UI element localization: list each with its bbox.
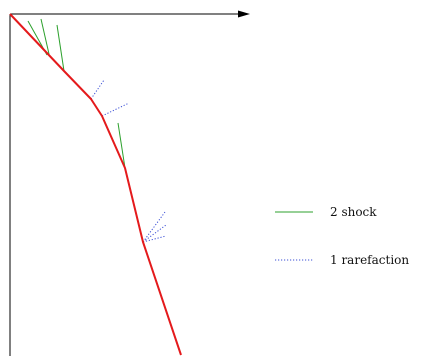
legend-shock-label: 2 shock bbox=[330, 205, 377, 219]
shock-line bbox=[40, 18, 50, 55]
legend-rarefaction-label: 1 rarefaction bbox=[330, 253, 409, 267]
rarefaction-line bbox=[90, 79, 105, 100]
rarefaction-lines bbox=[90, 79, 167, 243]
shock-line bbox=[117, 122, 126, 169]
legend: 2 shock 1 rarefaction bbox=[275, 205, 409, 267]
rarefaction-line bbox=[142, 211, 166, 243]
horizontal-axis-arrowhead bbox=[238, 10, 250, 18]
shock-lines bbox=[27, 18, 126, 169]
shock-line bbox=[56, 24, 65, 72]
wave-path bbox=[9, 13, 182, 356]
rarefaction-line bbox=[142, 235, 167, 243]
rarefaction-line bbox=[101, 102, 130, 117]
rarefaction-line bbox=[142, 224, 167, 243]
axes bbox=[9, 10, 250, 356]
